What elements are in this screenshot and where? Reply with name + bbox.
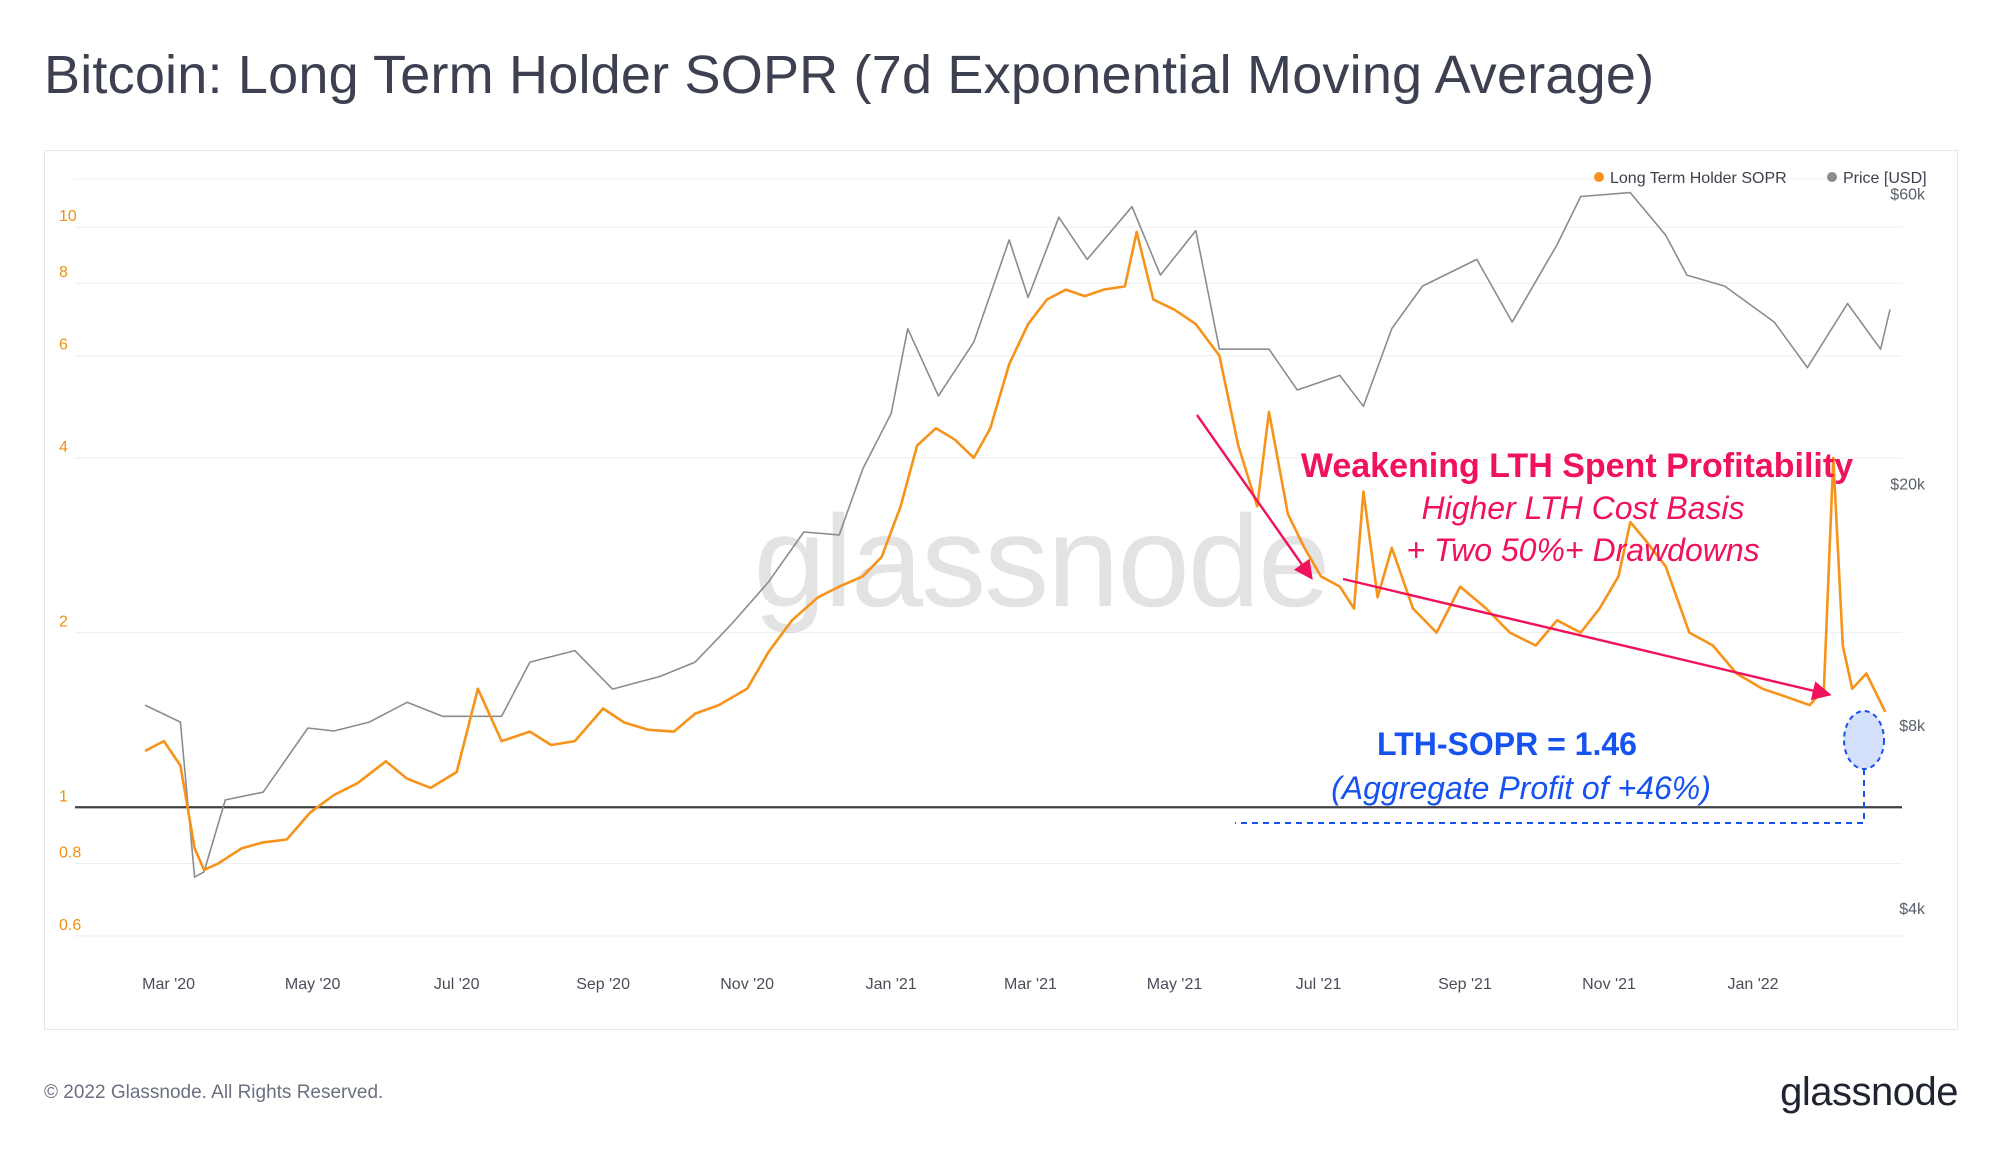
- x-tick-label: Jul '20: [434, 976, 480, 993]
- x-tick-label: Mar '21: [1004, 976, 1057, 993]
- right-axis: $4k $8k $20k $60k: [1890, 187, 1926, 918]
- left-tick-label: 10: [59, 208, 77, 225]
- legend-label-price[interactable]: Price [USD]: [1843, 170, 1927, 187]
- annotation-title: Weakening LTH Spent Profitability: [1301, 447, 1853, 485]
- copyright: © 2022 Glassnode. All Rights Reserved.: [44, 1082, 384, 1103]
- annotation-line2: + Two 50%+ Drawdowns: [1406, 532, 1759, 568]
- x-tick-label: Nov '21: [1582, 976, 1636, 993]
- x-tick-label: Jan '22: [1727, 976, 1778, 993]
- glassnode-logo[interactable]: glassnode: [1780, 1070, 1958, 1114]
- left-tick-label: 2: [59, 614, 68, 631]
- x-tick-label: Jan '21: [866, 976, 917, 993]
- x-tick-label: Nov '20: [720, 976, 774, 993]
- annotation-line1: Higher LTH Cost Basis: [1421, 490, 1744, 526]
- trend-arrow-1: [1196, 414, 1313, 580]
- left-tick-label: 1: [59, 788, 68, 805]
- chart-container: glassnode 0.6 0.8 1 2 4 6 8 10 $4k $8k $20k $60k M…: [44, 150, 1958, 1030]
- x-tick-label: Jul '21: [1296, 976, 1342, 993]
- left-tick-label: 6: [59, 337, 68, 354]
- left-tick-label: 0.8: [59, 844, 81, 861]
- legend-label-sopr[interactable]: Long Term Holder SOPR: [1610, 170, 1787, 187]
- price-series: [144, 191, 1891, 878]
- x-tick-label: Sep '20: [576, 976, 630, 993]
- watermark: glassnode: [754, 488, 1329, 634]
- left-tick-label: 4: [59, 439, 68, 456]
- left-tick-label: 0.6: [59, 917, 81, 934]
- price-line: [144, 191, 1891, 878]
- legend-dot-sopr: [1594, 172, 1604, 182]
- sopr-value-note: (Aggregate Profit of +46%): [1331, 770, 1711, 806]
- left-tick-label: 8: [59, 264, 68, 281]
- x-tick-label: Sep '21: [1438, 976, 1492, 993]
- annotations: Weakening LTH Spent Profitability Higher …: [1196, 414, 1885, 824]
- highlight-ellipse: [1843, 710, 1885, 770]
- trend-arrow-2: [1342, 577, 1832, 701]
- left-axis: 0.6 0.8 1 2 4 6 8 10: [59, 208, 81, 934]
- right-tick-label: $4k: [1899, 901, 1926, 918]
- legend[interactable]: Long Term Holder SOPR Price [USD]: [1594, 170, 1927, 187]
- dashed-leader-line: [1235, 769, 1865, 824]
- x-tick-label: Mar '20: [142, 976, 195, 993]
- sopr-value-label: LTH-SOPR = 1.46: [1377, 726, 1637, 762]
- chart-svg: glassnode 0.6 0.8 1 2 4 6 8 10 $4k $8k $20k $60k M…: [59, 170, 1927, 993]
- x-tick-label: May '21: [1147, 976, 1203, 993]
- page-title: Bitcoin: Long Term Holder SOPR (7d Expon…: [44, 45, 1655, 105]
- legend-dot-price: [1827, 172, 1837, 182]
- right-tick-label: $8k: [1899, 718, 1926, 735]
- right-tick-label: $60k: [1890, 187, 1926, 204]
- right-tick-label: $20k: [1890, 476, 1926, 493]
- sopr-series: [144, 230, 1887, 872]
- x-tick-label: May '20: [285, 976, 341, 993]
- x-axis: Mar '20 May '20 Jul '20 Sep '20 Nov '20 Jan '…: [142, 976, 1779, 993]
- sopr-line: [144, 230, 1887, 872]
